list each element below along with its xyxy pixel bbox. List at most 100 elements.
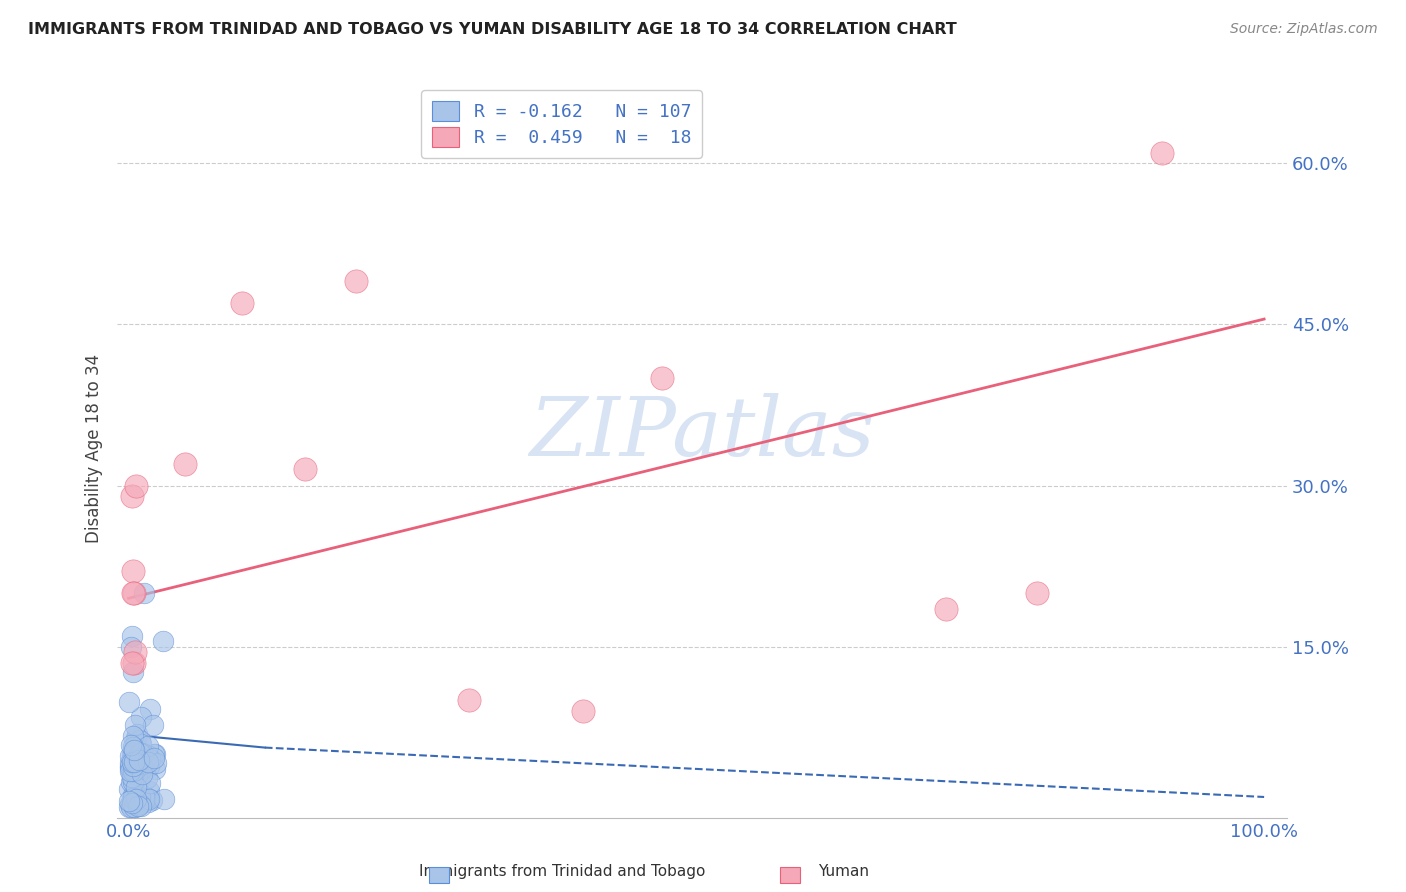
Point <box>121 767 143 781</box>
Point <box>138 759 160 773</box>
Point <box>125 777 148 791</box>
Point <box>128 790 150 805</box>
Text: Immigrants from Trinidad and Tobago: Immigrants from Trinidad and Tobago <box>419 864 706 879</box>
Point <box>127 787 149 801</box>
Point <box>124 792 146 806</box>
Point <box>120 755 142 769</box>
Point <box>174 457 197 471</box>
Point <box>118 764 141 779</box>
Point <box>122 788 145 802</box>
Point <box>571 704 593 718</box>
Point <box>138 775 160 789</box>
Point <box>121 489 143 503</box>
Point <box>121 755 143 769</box>
Point <box>122 756 145 770</box>
Point <box>134 789 156 804</box>
Point <box>121 753 143 767</box>
Point <box>143 747 166 762</box>
Point <box>127 751 149 765</box>
Point <box>132 761 155 775</box>
Point <box>131 761 153 775</box>
Point <box>128 797 150 812</box>
Point <box>117 794 139 808</box>
Point <box>122 586 145 600</box>
Point <box>129 738 152 752</box>
Point <box>120 764 142 778</box>
Legend: R = -0.162   N = 107, R =  0.459   N =  18: R = -0.162 N = 107, R = 0.459 N = 18 <box>422 90 702 158</box>
Point <box>124 762 146 776</box>
Point <box>122 730 145 744</box>
Point <box>122 586 145 600</box>
Point <box>124 738 146 752</box>
Point <box>139 752 162 766</box>
Point <box>136 791 159 805</box>
Point <box>128 733 150 747</box>
Point <box>142 747 165 761</box>
Point <box>145 756 167 770</box>
Point <box>132 763 155 777</box>
Point <box>142 718 165 732</box>
Point <box>122 565 145 579</box>
Text: IMMIGRANTS FROM TRINIDAD AND TOBAGO VS YUMAN DISABILITY AGE 18 TO 34 CORRELATION: IMMIGRANTS FROM TRINIDAD AND TOBAGO VS Y… <box>28 22 957 37</box>
Point <box>294 462 316 476</box>
Point <box>122 759 145 773</box>
Point <box>121 629 143 643</box>
Point <box>125 795 148 809</box>
Point <box>121 765 143 780</box>
Point <box>122 757 145 772</box>
Point <box>128 797 150 812</box>
Point <box>120 738 142 752</box>
Point <box>135 747 157 762</box>
Point <box>121 774 143 789</box>
Point <box>131 747 153 762</box>
Point <box>935 602 957 616</box>
Point <box>1026 586 1049 600</box>
Point <box>124 780 146 795</box>
Point <box>121 762 143 776</box>
Point <box>124 763 146 777</box>
Point <box>125 766 148 780</box>
Point <box>136 755 159 769</box>
Point <box>120 640 142 654</box>
Point <box>122 665 145 679</box>
Point <box>125 769 148 783</box>
Point <box>129 799 152 814</box>
Point <box>136 795 159 809</box>
Point <box>128 746 150 760</box>
Point <box>125 731 148 745</box>
Point <box>152 634 174 648</box>
Point <box>124 760 146 774</box>
Point <box>143 751 166 765</box>
Point <box>118 756 141 770</box>
Point <box>138 783 160 797</box>
Point <box>458 693 481 707</box>
Point <box>1150 145 1173 160</box>
Point <box>134 792 156 806</box>
Point <box>125 758 148 772</box>
Point <box>231 296 253 310</box>
Text: ZIPatlas: ZIPatlas <box>529 393 875 473</box>
Point <box>120 760 142 774</box>
Point <box>153 791 176 805</box>
Point <box>127 768 149 782</box>
Point <box>122 746 145 760</box>
Point <box>122 793 145 807</box>
Point <box>122 754 145 768</box>
Point <box>139 702 162 716</box>
Point <box>121 789 143 804</box>
Point <box>651 371 673 385</box>
Point <box>121 796 143 810</box>
Point <box>124 800 146 814</box>
Point <box>124 645 146 659</box>
Point <box>128 773 150 788</box>
Point <box>118 759 141 773</box>
Point <box>121 771 143 785</box>
Point <box>118 800 141 814</box>
Point <box>122 764 145 778</box>
Point <box>131 795 153 809</box>
Point <box>118 782 141 797</box>
Point <box>134 756 156 770</box>
Point <box>122 800 145 814</box>
Point <box>120 775 142 789</box>
Text: Source: ZipAtlas.com: Source: ZipAtlas.com <box>1230 22 1378 37</box>
